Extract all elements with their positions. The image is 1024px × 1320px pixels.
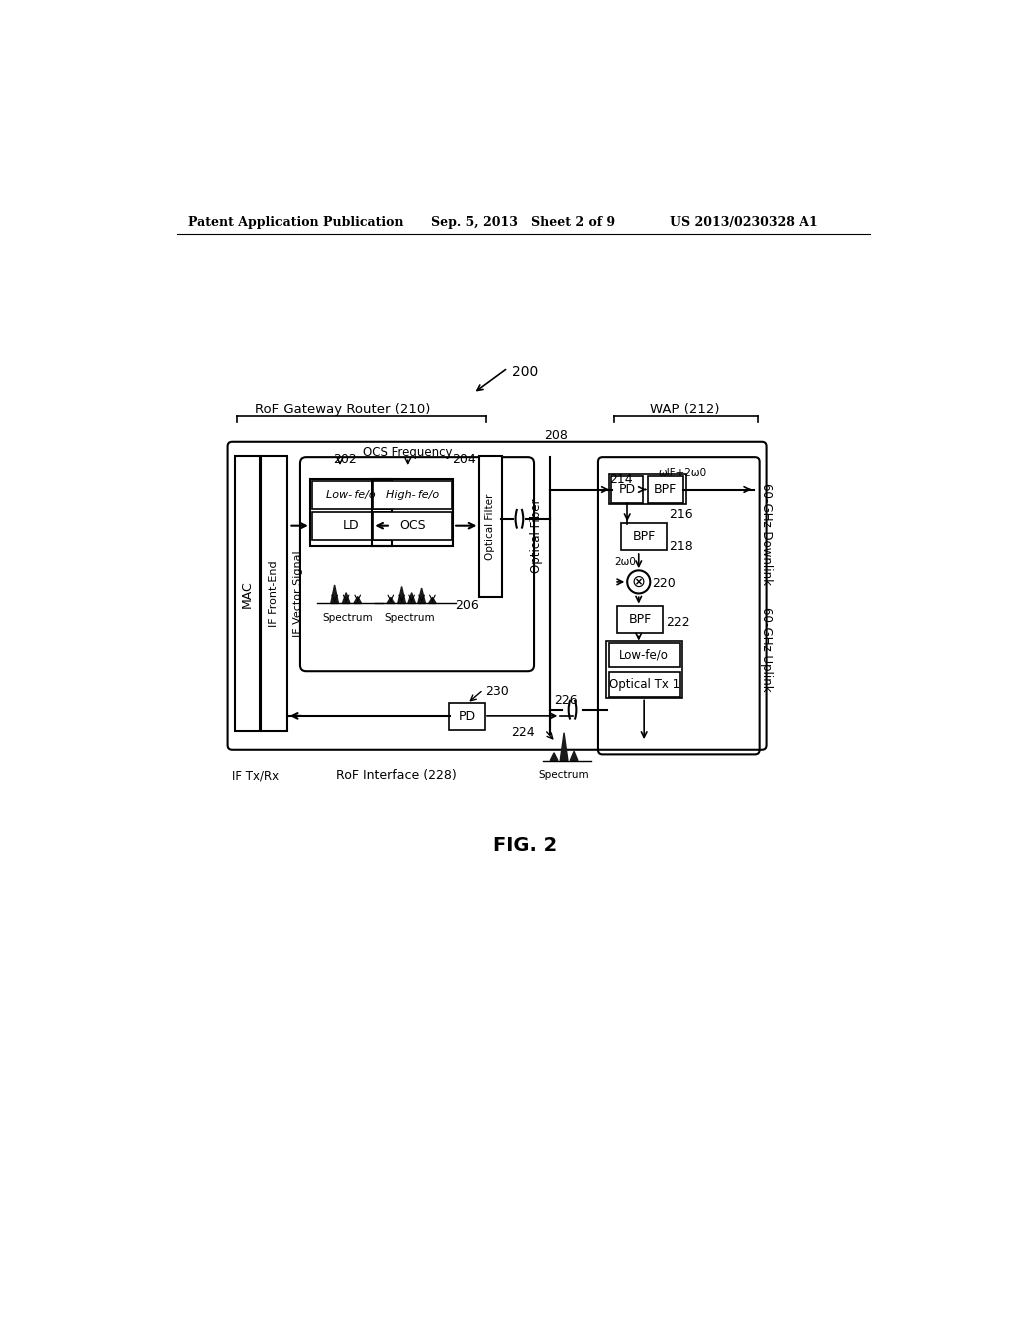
Polygon shape (408, 593, 416, 603)
FancyBboxPatch shape (617, 606, 664, 632)
Text: 200: 200 (512, 364, 538, 379)
Text: ⊗: ⊗ (632, 573, 646, 591)
Text: OCS Frequency: OCS Frequency (364, 446, 453, 458)
Text: 226: 226 (554, 694, 578, 708)
Polygon shape (354, 597, 361, 603)
Text: 2ω0: 2ω0 (614, 557, 636, 568)
FancyBboxPatch shape (648, 475, 683, 503)
Text: Spectrum: Spectrum (384, 612, 434, 623)
Text: ωIF+2ω0: ωIF+2ω0 (658, 469, 707, 478)
Text: Low-fe/o: Low-fe/o (620, 648, 669, 661)
Text: 60-GHz Uplink: 60-GHz Uplink (760, 607, 773, 692)
Text: High- fe/o: High- fe/o (386, 490, 439, 500)
Text: IF Front-End: IF Front-End (268, 561, 279, 627)
FancyBboxPatch shape (608, 672, 680, 697)
Text: IF Vector Signal: IF Vector Signal (294, 550, 303, 636)
Text: 230: 230 (484, 685, 509, 698)
Text: 220: 220 (652, 577, 677, 590)
Polygon shape (429, 598, 436, 603)
Text: Low- fe/o: Low- fe/o (326, 490, 376, 500)
Text: 218: 218 (670, 540, 693, 553)
FancyBboxPatch shape (450, 702, 484, 730)
Text: 206: 206 (456, 599, 479, 612)
Text: PD: PD (459, 710, 475, 723)
Text: OCS: OCS (399, 519, 426, 532)
Polygon shape (331, 585, 339, 603)
Text: PD: PD (618, 483, 636, 495)
Polygon shape (570, 751, 578, 760)
Polygon shape (560, 733, 568, 760)
Text: BPF: BPF (654, 483, 677, 495)
Text: 222: 222 (666, 615, 689, 628)
Text: 208: 208 (545, 429, 568, 442)
Text: 216: 216 (670, 508, 693, 521)
FancyBboxPatch shape (611, 475, 643, 503)
Text: 204: 204 (453, 453, 476, 466)
Text: Optical Tx 1: Optical Tx 1 (608, 677, 680, 690)
Polygon shape (387, 598, 394, 603)
FancyBboxPatch shape (621, 524, 668, 550)
Text: Optical Fiber: Optical Fiber (529, 499, 543, 573)
FancyBboxPatch shape (373, 480, 452, 508)
FancyBboxPatch shape (478, 457, 502, 597)
Text: Patent Application Publication: Patent Application Publication (188, 216, 403, 230)
FancyBboxPatch shape (311, 512, 390, 540)
FancyBboxPatch shape (373, 512, 452, 540)
Text: BPF: BPF (629, 612, 652, 626)
Text: Spectrum: Spectrum (539, 770, 590, 780)
Text: IF Tx/Rx: IF Tx/Rx (231, 770, 279, 781)
Text: LD: LD (342, 519, 359, 532)
Text: 60-GHz Downlink: 60-GHz Downlink (760, 483, 773, 585)
FancyBboxPatch shape (311, 480, 390, 508)
Polygon shape (550, 752, 558, 760)
Polygon shape (342, 593, 350, 603)
Text: 214: 214 (609, 473, 633, 486)
Text: 224: 224 (511, 726, 535, 739)
FancyBboxPatch shape (608, 643, 680, 668)
Text: Optical Filter: Optical Filter (485, 494, 496, 560)
Text: MAC: MAC (241, 579, 254, 607)
Text: WAP (212): WAP (212) (650, 404, 720, 416)
Text: BPF: BPF (633, 531, 655, 544)
Text: 202: 202 (333, 453, 356, 466)
Text: RoF Gateway Router (210): RoF Gateway Router (210) (255, 404, 430, 416)
Text: Spectrum: Spectrum (323, 612, 373, 623)
Text: FIG. 2: FIG. 2 (493, 836, 557, 855)
Text: US 2013/0230328 A1: US 2013/0230328 A1 (670, 216, 817, 230)
Text: RoF Interface (228): RoF Interface (228) (336, 770, 457, 781)
Text: Sep. 5, 2013   Sheet 2 of 9: Sep. 5, 2013 Sheet 2 of 9 (431, 216, 615, 230)
Polygon shape (397, 586, 406, 603)
Polygon shape (418, 589, 425, 603)
